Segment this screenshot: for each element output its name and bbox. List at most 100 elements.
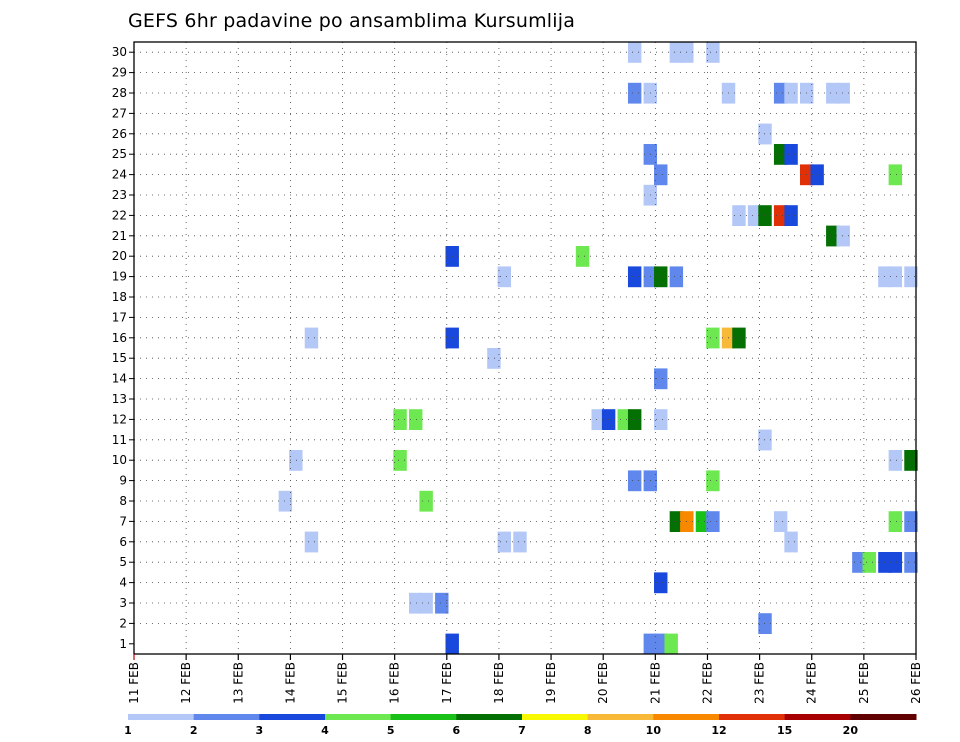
precip-cell (784, 531, 798, 553)
legend-color-swatch (850, 714, 917, 720)
y-tick-label: 14 (112, 372, 127, 386)
y-tick-label: 19 (112, 270, 127, 284)
precip-cell (278, 490, 293, 512)
x-tick-label: 24 FEB (805, 662, 819, 704)
y-tick-label: 5 (119, 555, 127, 569)
precip-cell (627, 470, 642, 492)
legend-level-label: 2 (190, 724, 198, 737)
precip-cell (435, 592, 449, 614)
y-tick-label: 21 (112, 229, 127, 243)
y-tick-label: 17 (112, 310, 127, 324)
y-tick-label: 1 (119, 637, 127, 651)
x-tick-label: 19 FEB (544, 662, 558, 704)
precip-cell (904, 552, 918, 573)
precip-cell (419, 490, 433, 512)
precip-cell (695, 511, 710, 532)
precip-cell (627, 266, 642, 288)
precip-cell (888, 266, 903, 288)
legend-level-label: 20 (843, 724, 859, 737)
precip-cell (904, 266, 918, 288)
precip-cell (513, 531, 527, 553)
precip-cell (773, 205, 788, 226)
precip-cell (862, 552, 876, 573)
precip-cell (304, 327, 319, 349)
x-tick-label: 14 FEB (283, 662, 297, 704)
legend-level-label: 1 (124, 724, 132, 737)
y-tick-label: 27 (112, 106, 127, 120)
precip-cell (654, 633, 668, 655)
y-tick-label: 15 (112, 351, 127, 365)
precip-cell (836, 82, 850, 104)
legend-color-swatch (784, 714, 851, 720)
legend-level-label: 6 (453, 724, 461, 737)
legend-color-swatch (456, 714, 523, 720)
precip-cell (643, 633, 658, 655)
y-tick-label: 28 (112, 86, 127, 100)
precip-cell (289, 450, 303, 471)
y-tick-label: 9 (119, 474, 127, 488)
legend-color-swatch (128, 714, 195, 720)
precip-cell (758, 429, 772, 451)
y-tick-label: 10 (112, 453, 127, 467)
legend-color-swatch (193, 714, 260, 720)
precip-cell (654, 266, 668, 288)
x-tick-label: 11 FEB (127, 662, 141, 704)
y-tick-label: 13 (112, 392, 127, 406)
grid-layer (134, 42, 916, 654)
precip-cell (826, 225, 840, 247)
precip-cell (758, 123, 772, 145)
precip-cell (497, 266, 512, 288)
y-tick-label: 4 (119, 576, 127, 590)
y-tick-label: 29 (112, 66, 127, 80)
precip-cell (669, 266, 684, 288)
legend-color-swatch (653, 714, 720, 720)
plot-frame (133, 41, 917, 655)
legend-level-label: 5 (387, 724, 395, 737)
precip-cell (654, 409, 668, 430)
precip-cell (904, 511, 918, 532)
x-tick-label: 15 FEB (336, 662, 350, 704)
precip-cell (810, 164, 824, 186)
precip-cell (747, 205, 762, 226)
precip-cell (487, 348, 501, 369)
x-tick-label: 16 FEB (388, 662, 402, 704)
precip-cell (393, 450, 407, 471)
precip-cell (654, 572, 668, 594)
y-tick-label: 18 (112, 290, 127, 304)
y-tick-label: 25 (112, 147, 127, 161)
legend-level-label: 7 (518, 724, 526, 737)
color-legend: 1 2 3 4 5 6 7 8 10 12 15 20 (124, 714, 917, 737)
legend-color-swatch (719, 714, 786, 720)
precip-cell (758, 613, 772, 634)
precip-cell (409, 409, 423, 430)
precip-cell (706, 42, 720, 63)
y-tick-label: 2 (119, 616, 127, 630)
y-tick-label: 23 (112, 188, 127, 202)
legend-level-label: 8 (584, 724, 592, 737)
precip-cell (784, 205, 798, 226)
y-tick-label: 22 (112, 208, 127, 222)
precip-cell (393, 409, 407, 430)
precip-cell (627, 42, 642, 63)
precip-cell (445, 633, 459, 655)
legend-color-swatch (325, 714, 392, 720)
y-tick-label: 6 (119, 535, 127, 549)
x-tick-label: 17 FEB (440, 662, 454, 704)
y-tick-label: 20 (112, 249, 127, 263)
legend-level-label: 15 (777, 724, 792, 737)
y-tick-label: 24 (112, 168, 127, 182)
legend-level-label: 12 (711, 724, 726, 737)
y-tick-label: 3 (119, 596, 127, 610)
precip-cell (732, 205, 746, 226)
legend-color-swatch (390, 714, 457, 720)
precip-cell (888, 552, 903, 573)
precip-cell (773, 144, 788, 165)
precip-cell (654, 164, 668, 186)
precip-cell (888, 511, 903, 532)
precip-cell (852, 552, 866, 573)
x-tick-label: 26 FEB (909, 662, 923, 704)
y-tick-label: 11 (112, 433, 127, 447)
precip-cell (758, 205, 772, 226)
x-tick-label: 13 FEB (231, 662, 245, 704)
precip-cell (784, 144, 798, 165)
